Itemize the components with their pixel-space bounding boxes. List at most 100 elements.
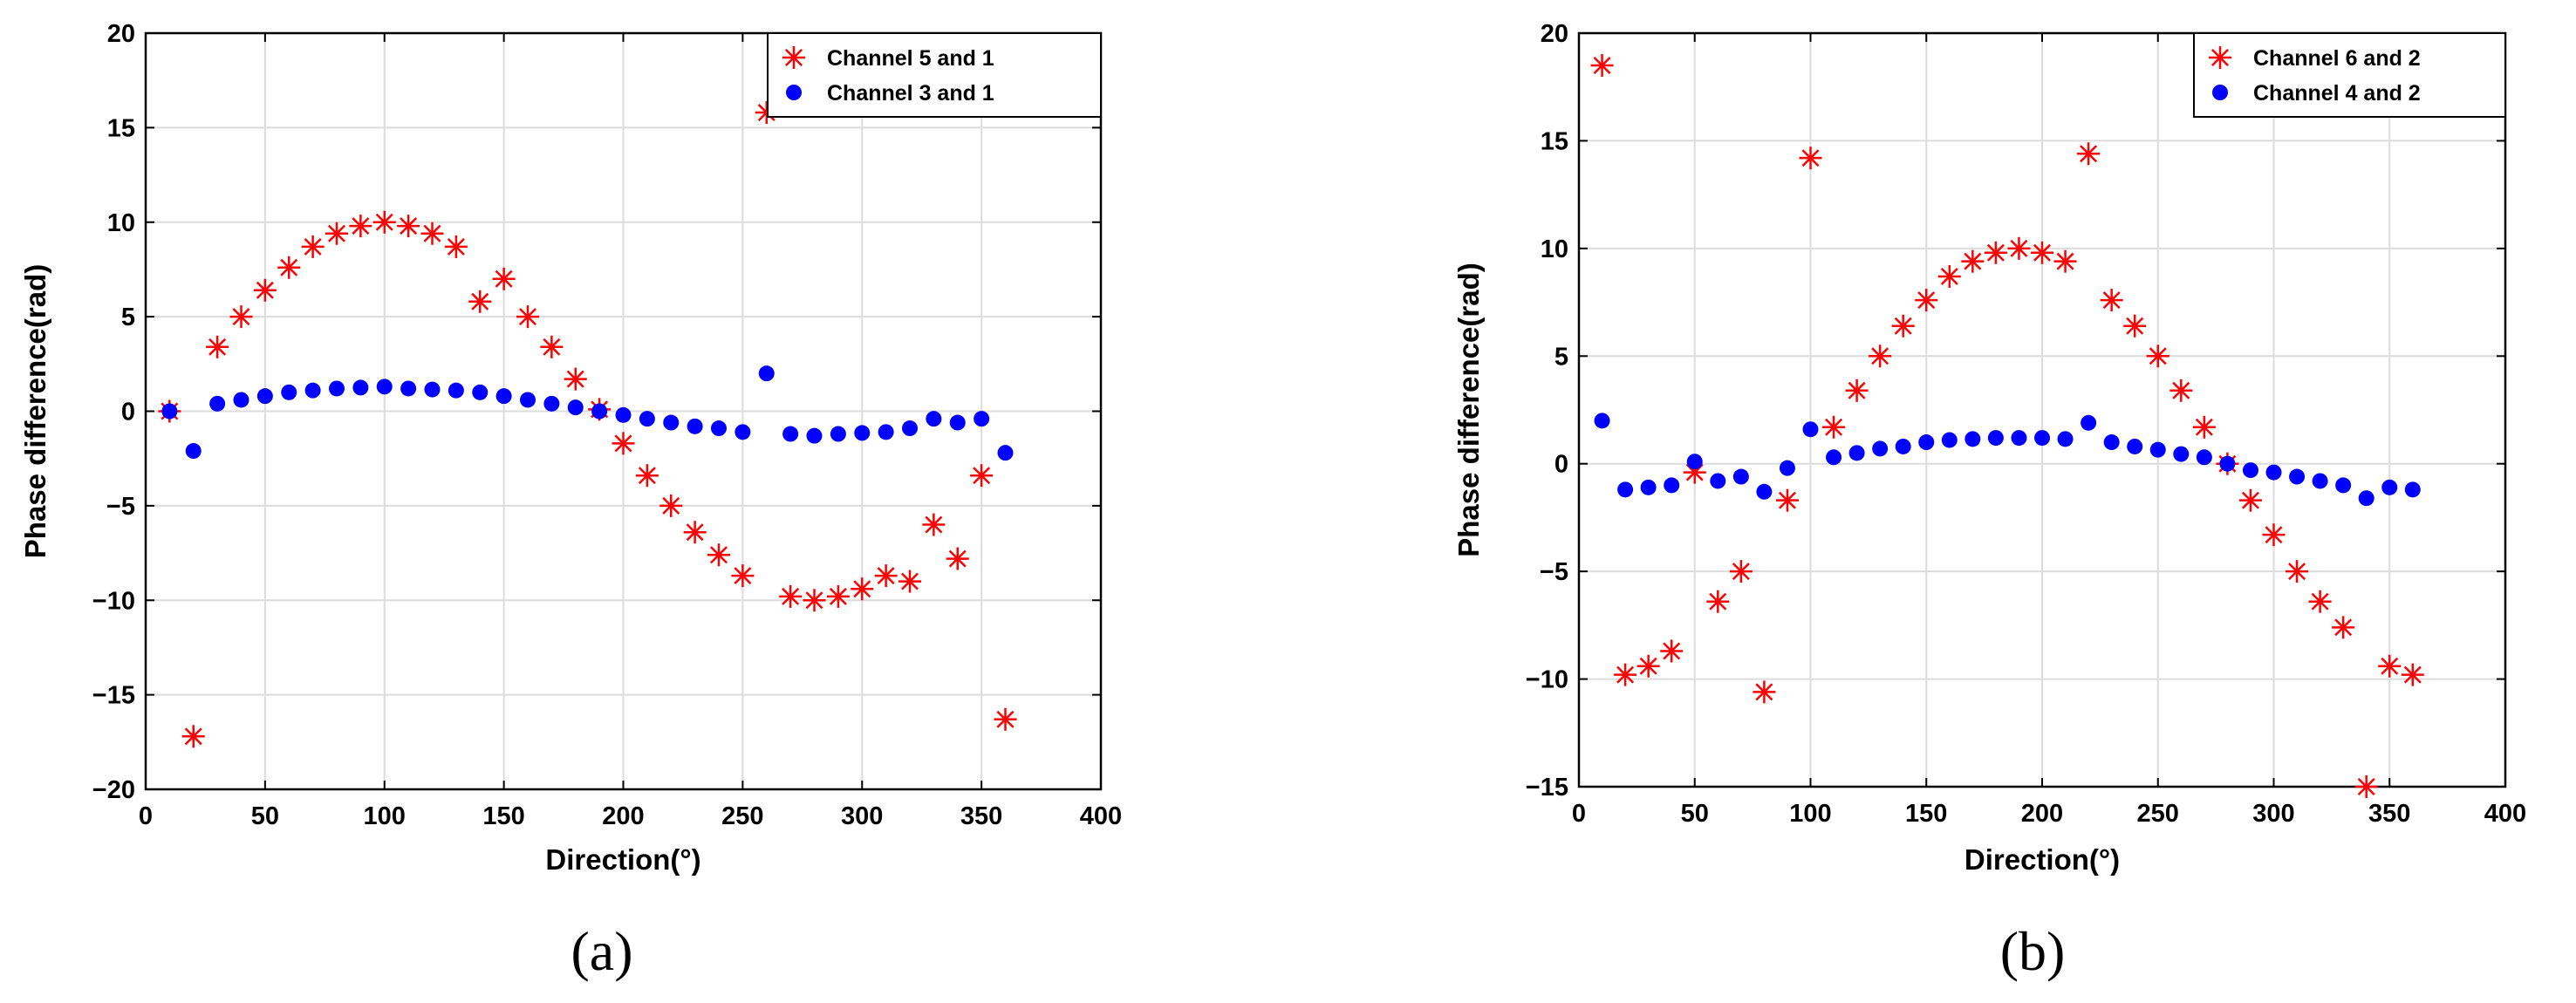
legend-label: Channel 5 and 1 — [827, 46, 994, 71]
data-point — [229, 305, 253, 329]
data-point — [2011, 430, 2027, 447]
data-point — [209, 395, 226, 412]
data-point — [711, 420, 727, 437]
data-point — [1872, 440, 1889, 457]
legend-label: Channel 6 and 2 — [2253, 46, 2421, 71]
data-point — [1753, 680, 1776, 704]
data-point — [707, 543, 730, 567]
data-point — [543, 395, 560, 412]
y-tick-label: 20 — [1541, 20, 1568, 48]
data-point — [994, 707, 1017, 731]
data-point — [301, 235, 325, 258]
data-point — [854, 425, 871, 441]
data-point — [803, 589, 826, 612]
x-tick-label: 150 — [1905, 800, 1947, 828]
data-point — [495, 388, 512, 405]
data-point — [735, 424, 751, 440]
data-point — [2381, 479, 2398, 495]
data-point — [256, 388, 273, 405]
y-tick-label: 20 — [107, 20, 135, 48]
data-point — [2123, 314, 2147, 338]
data-point — [1848, 445, 1865, 461]
data-point — [902, 420, 918, 437]
data-point — [1964, 431, 1981, 447]
y-tick-label: 10 — [1541, 235, 1568, 263]
x-tick-label: 50 — [251, 802, 279, 830]
data-point — [1826, 449, 1842, 466]
y-tick-label: 15 — [107, 114, 135, 142]
data-point — [349, 215, 372, 238]
data-point — [1779, 460, 1795, 476]
data-point — [520, 392, 536, 408]
y-axis-title: Phase difference(rad) — [19, 264, 51, 558]
data-point — [329, 380, 345, 397]
x-tick-label: 300 — [2252, 800, 2294, 828]
data-point — [400, 380, 417, 397]
data-point — [2286, 560, 2309, 583]
data-point — [1664, 477, 1680, 494]
x-tick-label: 350 — [2368, 800, 2410, 828]
data-point — [472, 384, 489, 400]
data-point — [277, 256, 301, 279]
data-point — [1756, 483, 1773, 500]
data-point — [782, 426, 799, 442]
data-point — [424, 381, 441, 398]
data-point — [1937, 264, 1961, 288]
data-point — [304, 382, 321, 399]
y-tick-label: −10 — [1526, 666, 1568, 694]
data-point — [1710, 473, 1726, 489]
data-point — [567, 399, 584, 416]
data-point — [1732, 468, 1749, 485]
data-point — [352, 379, 369, 396]
data-point — [899, 570, 921, 593]
data-point — [420, 222, 444, 245]
data-point — [1845, 379, 1869, 402]
data-point — [2354, 775, 2378, 798]
data-point — [2401, 663, 2424, 686]
x-tick-label: 250 — [721, 802, 763, 830]
data-point — [2149, 441, 2166, 458]
legend-marker-dot — [786, 85, 802, 100]
data-point — [779, 584, 803, 608]
x-tick-label: 200 — [602, 802, 644, 830]
data-point — [946, 547, 969, 570]
x-tick-label: 400 — [1080, 802, 1122, 830]
data-point — [325, 222, 348, 245]
data-point — [2127, 438, 2143, 454]
y-tick-label: −5 — [106, 493, 135, 521]
data-point — [635, 464, 659, 488]
data-point — [233, 392, 249, 408]
data-point — [2404, 481, 2421, 498]
legend-box — [767, 32, 1102, 118]
y-tick-label: −15 — [92, 682, 135, 710]
data-point — [540, 335, 564, 358]
legend-marker-asterisk — [2209, 46, 2231, 69]
data-point — [2378, 654, 2402, 678]
y-tick-label: 10 — [107, 209, 135, 237]
data-point — [2053, 249, 2077, 273]
panel-label: (a) — [571, 920, 632, 982]
data-point — [564, 367, 587, 391]
series-2 — [1594, 413, 2421, 507]
data-point — [372, 210, 396, 234]
data-point — [2242, 462, 2258, 479]
data-point — [444, 235, 468, 258]
data-point — [615, 406, 632, 423]
data-point — [997, 445, 1014, 461]
x-tick-label: 0 — [1572, 800, 1586, 828]
legend-box — [2193, 32, 2506, 118]
series-1 — [158, 101, 1017, 748]
data-point — [516, 305, 539, 329]
data-point — [281, 384, 297, 400]
data-point — [758, 365, 775, 382]
data-point — [1729, 560, 1753, 583]
x-axis-title: Direction(°) — [1964, 843, 2120, 876]
data-point — [448, 382, 464, 399]
data-point — [2031, 241, 2053, 264]
data-point — [659, 494, 683, 517]
data-point — [639, 411, 655, 427]
data-point — [1895, 438, 1911, 454]
data-point — [2169, 379, 2193, 402]
data-point — [2103, 434, 2120, 451]
data-point — [468, 290, 492, 313]
